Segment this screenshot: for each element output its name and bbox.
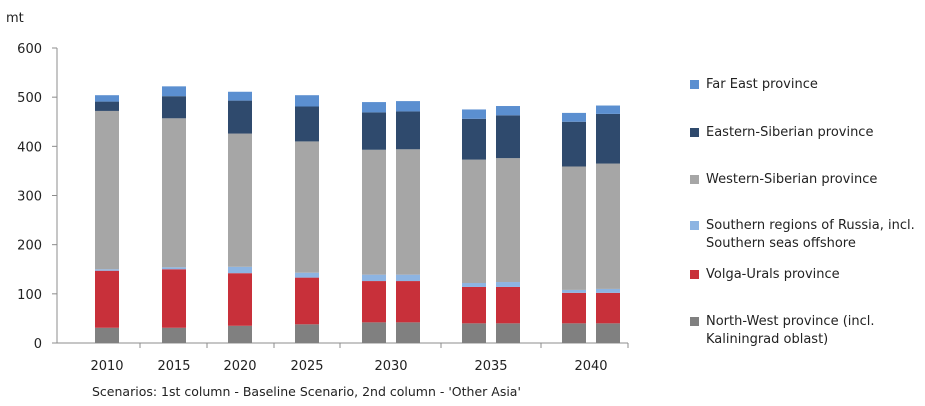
- bar-segment: [596, 323, 620, 343]
- bar-segment: [162, 86, 186, 97]
- bar-segment: [162, 267, 186, 270]
- bar-segment: [496, 106, 520, 116]
- bar-segment: [95, 95, 119, 102]
- bar-segment: [228, 273, 252, 326]
- legend-label-western-siberian: Western-Siberian province: [706, 172, 878, 187]
- bar-segment: [496, 286, 520, 324]
- tick-labels: 0 100 200 300 400 500 600 2010 2015 2020 2025 2030 2…: [17, 42, 607, 374]
- bar-segment: [228, 91, 252, 101]
- bar-segment: [396, 111, 420, 150]
- legend-item-eastern-siberian: Eastern-Siberian province: [690, 124, 873, 142]
- x-tick-label: 2025: [290, 359, 323, 374]
- y-axis-unit-label: mt: [6, 11, 24, 26]
- bar-segment: [228, 266, 252, 274]
- legend-swatch-western-siberian: [690, 175, 699, 184]
- bar-segment: [562, 323, 586, 343]
- bar-segment: [228, 325, 252, 343]
- bar-segment: [596, 105, 620, 114]
- bar-segment: [162, 327, 186, 343]
- bar-segment: [295, 272, 319, 278]
- bars: [95, 86, 620, 343]
- legend-item-far-east: Far East province: [690, 76, 818, 94]
- bar-segment: [562, 166, 586, 290]
- scenario-note: Scenarios: 1st column - Baseline Scenari…: [92, 384, 521, 399]
- legend-swatch-eastern-siberian: [690, 128, 699, 137]
- bar-segment: [362, 112, 386, 150]
- bar-segment: [95, 101, 119, 111]
- bar-segment: [562, 121, 586, 167]
- legend-label-eastern-siberian: Eastern-Siberian province: [706, 125, 874, 140]
- y-tick-label: 400: [17, 140, 42, 155]
- y-tick-label: 500: [17, 91, 42, 106]
- x-tick-label: 2010: [90, 359, 123, 374]
- bar-segment: [95, 110, 119, 270]
- bar-segment: [95, 327, 119, 343]
- legend-label-north-west: North-West province (incl. Kaliningrad ob…: [706, 314, 875, 347]
- bar-segment: [396, 149, 420, 275]
- bar-segment: [396, 274, 420, 282]
- bar-segment: [562, 292, 586, 324]
- bar-segment: [396, 281, 420, 323]
- bar-segment: [496, 282, 520, 287]
- x-tick-label: 2030: [374, 359, 407, 374]
- bar-segment: [496, 115, 520, 159]
- x-tick-label: 2020: [223, 359, 256, 374]
- bar-segment: [596, 163, 620, 289]
- legend-label-far-east: Far East province: [706, 77, 818, 92]
- bar-segment: [596, 292, 620, 324]
- y-tick-label: 100: [17, 288, 42, 303]
- legend-label-volga-urals: Volga-Urals province: [706, 267, 840, 282]
- bar-segment: [596, 288, 620, 293]
- bar-segment: [362, 274, 386, 282]
- bar-segment: [462, 286, 486, 324]
- bar-segment: [496, 323, 520, 343]
- bar-segment: [496, 158, 520, 283]
- bar-segment: [396, 322, 420, 343]
- y-tick-label: 200: [17, 239, 42, 254]
- y-tick-label: 300: [17, 190, 42, 205]
- legend: Far East province Eastern-Siberian provi…: [690, 0, 925, 406]
- bar-segment: [295, 277, 319, 325]
- bar-segment: [295, 106, 319, 142]
- legend-item-southern-regions: Southern regions of Russia, incl. Souther…: [690, 217, 915, 253]
- bar-segment: [562, 112, 586, 122]
- bar-segment: [362, 322, 386, 343]
- axes: [52, 47, 629, 348]
- x-tick-label: 2040: [574, 359, 607, 374]
- bar-segment: [462, 159, 486, 284]
- bar-segment: [295, 95, 319, 107]
- bar-segment: [162, 96, 186, 119]
- legend-swatch-north-west: [690, 317, 699, 326]
- bar-segment: [362, 149, 386, 275]
- bar-segment: [295, 324, 319, 343]
- legend-swatch-southern-regions: [690, 221, 699, 230]
- legend-label-southern-regions: Southern regions of Russia, incl. Souther…: [706, 218, 915, 251]
- bar-segment: [95, 270, 119, 328]
- x-tick-label: 2015: [157, 359, 190, 374]
- bar-segment: [162, 269, 186, 328]
- legend-item-volga-urals: Volga-Urals province: [690, 266, 840, 284]
- legend-swatch-far-east: [690, 80, 699, 89]
- y-tick-label: 600: [17, 42, 42, 57]
- legend-item-western-siberian: Western-Siberian province: [690, 171, 877, 189]
- bar-segment: [362, 281, 386, 323]
- bar-segment: [95, 269, 119, 271]
- x-tick-label: 2035: [474, 359, 507, 374]
- bar-segment: [295, 141, 319, 273]
- bar-segment: [596, 113, 620, 164]
- bar-segment: [228, 133, 252, 267]
- bar-segment: [462, 283, 486, 287]
- legend-item-north-west: North-West province (incl. Kaliningrad ob…: [690, 313, 875, 349]
- bar-segment: [362, 102, 386, 113]
- bar-segment: [462, 323, 486, 343]
- bar-segment: [462, 118, 486, 160]
- bar-segment: [162, 118, 186, 268]
- bar-segment: [462, 109, 486, 119]
- y-tick-label: 0: [34, 337, 42, 352]
- legend-swatch-volga-urals: [690, 270, 699, 279]
- bar-segment: [562, 289, 586, 293]
- bar-segment: [396, 101, 420, 112]
- bar-segment: [228, 100, 252, 134]
